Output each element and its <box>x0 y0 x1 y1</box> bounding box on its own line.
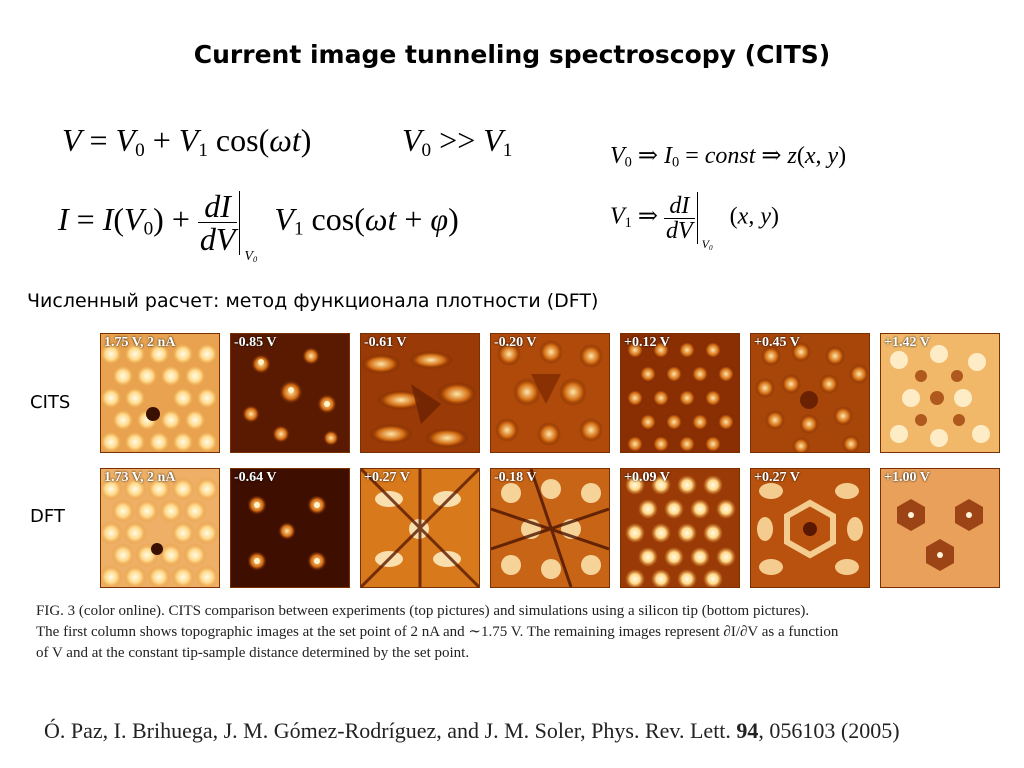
cits-label-7: +1.42 V <box>884 335 930 350</box>
cits-image-5: +0.12 V <box>620 333 740 453</box>
dft-image-5: +0.09 V <box>620 468 740 588</box>
equation-topography: V0 ⇒ I0 = const ⇒ z(x, y) <box>610 143 847 171</box>
row-label-dft: DFT <box>30 506 65 527</box>
reference-authors: Ó. Paz, I. Brihuega, J. M. Gómez-Rodrígu… <box>44 718 737 743</box>
row-label-cits: CITS <box>30 392 71 413</box>
equation-condition: V0 >> V1 <box>402 122 513 161</box>
dft-label-6: +0.27 V <box>754 470 800 485</box>
cits-image-6: +0.45 V <box>750 333 870 453</box>
dft-subtitle: Численный расчет: метод функционала плот… <box>27 290 599 312</box>
cits-label-1: 1.75 V, 2 nA <box>104 335 176 350</box>
equation-voltage: V = V0 + V1 cos(ωt) <box>62 122 312 161</box>
reference-pages-year: , 056103 (2005) <box>758 718 900 743</box>
dft-label-7: +1.00 V <box>884 470 930 485</box>
dft-label-2: -0.64 V <box>234 470 277 485</box>
caption-line: The first column shows topographic image… <box>36 624 839 640</box>
dft-image-3: +0.27 V <box>360 468 480 588</box>
equation-current: I = I(V0) + dI dV V0 V1 cos(ωt + φ) <box>58 188 459 265</box>
reference-citation: Ó. Paz, I. Brihuega, J. M. Gómez-Rodrígu… <box>44 718 900 744</box>
dft-image-6: +0.27 V <box>750 468 870 588</box>
figure-caption: FIG. 3 (color online). CITS comparison b… <box>36 601 1016 664</box>
cits-image-1: 1.75 V, 2 nA <box>100 333 220 453</box>
dft-label-4: -0.18 V <box>494 470 537 485</box>
dft-image-1: 1.73 V, 2 nA <box>100 468 220 588</box>
cits-label-5: +0.12 V <box>624 335 670 350</box>
cits-label-2: -0.85 V <box>234 335 277 350</box>
dft-image-2: -0.64 V <box>230 468 350 588</box>
caption-line: FIG. 3 (color online). CITS comparison b… <box>36 603 810 619</box>
dft-label-5: +0.09 V <box>624 470 670 485</box>
dft-label-1: 1.73 V, 2 nA <box>104 470 176 485</box>
cits-label-6: +0.45 V <box>754 335 800 350</box>
reference-volume: 94 <box>736 718 759 743</box>
dft-label-3: +0.27 V <box>364 470 410 485</box>
slide-title: Current image tunneling spectroscopy (CI… <box>193 40 831 69</box>
cits-label-4: -0.20 V <box>494 335 537 350</box>
cits-image-4: -0.20 V <box>490 333 610 453</box>
cits-image-7: +1.42 V <box>880 333 1000 453</box>
dft-image-4: -0.18 V <box>490 468 610 588</box>
equation-spectroscopy: V1 ⇒ dI dV V0 (x, y) <box>610 192 779 252</box>
caption-line: of V and at the constant tip-sample dist… <box>36 645 470 661</box>
cits-image-3: -0.61 V <box>360 333 480 453</box>
cits-image-2: -0.85 V <box>230 333 350 453</box>
dft-image-7: +1.00 V <box>880 468 1000 588</box>
cits-label-3: -0.61 V <box>364 335 407 350</box>
